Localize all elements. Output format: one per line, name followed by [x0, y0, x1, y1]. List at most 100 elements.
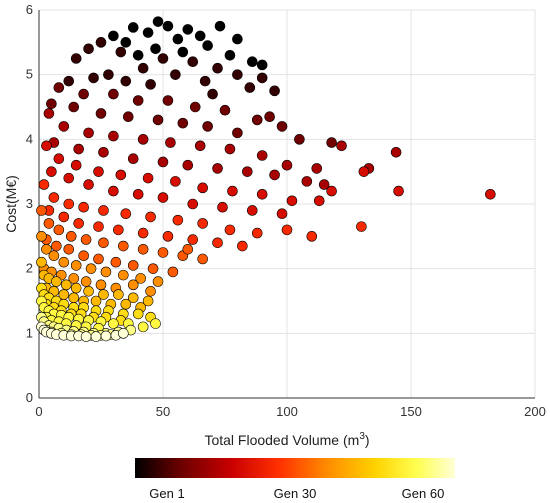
data-point	[132, 189, 144, 200]
data-point	[242, 166, 253, 177]
data-point	[152, 16, 164, 27]
data-point	[127, 260, 139, 271]
data-point	[70, 159, 82, 171]
data-point	[127, 153, 139, 165]
data-point	[202, 121, 213, 132]
data-point	[152, 114, 164, 126]
data-point	[70, 53, 82, 64]
data-point	[142, 172, 154, 184]
data-point	[145, 285, 156, 297]
data-point	[212, 237, 223, 249]
data-point	[237, 240, 248, 252]
data-point	[53, 153, 65, 165]
data-point	[73, 143, 84, 155]
data-point	[108, 185, 119, 197]
data-point	[83, 179, 94, 190]
data-point	[311, 163, 323, 174]
data-point	[145, 211, 156, 223]
data-point	[170, 176, 181, 187]
axes	[38, 10, 535, 399]
data-point	[356, 221, 367, 232]
data-point	[83, 285, 94, 297]
data-point	[38, 179, 50, 190]
data-point	[43, 108, 55, 119]
data-point	[358, 166, 370, 177]
data-point	[85, 263, 97, 274]
data-point	[281, 159, 293, 171]
colorbar-label: Gen 1	[149, 486, 184, 501]
data-point	[132, 95, 144, 106]
data-point	[256, 59, 268, 71]
data-point	[165, 137, 176, 148]
data-point	[53, 224, 65, 236]
data-point	[142, 27, 154, 38]
data-point	[98, 289, 109, 300]
data-point	[224, 49, 236, 61]
data-point	[172, 214, 184, 226]
data-point	[269, 85, 280, 97]
data-point	[113, 289, 124, 300]
data-point	[120, 298, 132, 310]
data-point	[162, 95, 174, 106]
data-point	[95, 108, 107, 119]
data-point	[70, 260, 82, 271]
data-point	[214, 20, 226, 32]
data-point	[212, 62, 223, 74]
data-point	[46, 166, 57, 177]
data-point	[80, 276, 92, 287]
data-points	[36, 16, 496, 342]
data-point	[137, 227, 149, 239]
data-point	[127, 292, 139, 304]
data-point	[36, 231, 47, 242]
data-point	[108, 30, 119, 42]
data-point	[167, 266, 179, 278]
data-point	[93, 253, 104, 265]
data-point	[132, 308, 144, 320]
data-point	[251, 114, 263, 126]
data-point	[232, 33, 243, 45]
data-point	[294, 134, 305, 145]
x-tick-label: 50	[156, 404, 170, 419]
data-point	[162, 20, 174, 32]
data-point	[197, 218, 208, 229]
x-axis-title-close: )	[365, 432, 370, 448]
data-point	[108, 318, 119, 329]
data-point	[43, 218, 55, 229]
data-point	[98, 237, 109, 249]
data-point	[73, 218, 84, 229]
data-point	[276, 208, 288, 219]
y-tick-label: 0	[26, 390, 33, 405]
data-point	[88, 72, 99, 84]
data-point	[36, 256, 47, 268]
data-point	[108, 130, 119, 142]
colorbar	[135, 458, 455, 478]
data-point	[182, 243, 194, 255]
data-point	[157, 192, 169, 203]
data-point	[53, 82, 65, 93]
x-tick-label: 100	[276, 404, 298, 419]
data-point	[100, 266, 112, 278]
data-point	[170, 69, 181, 80]
data-point	[212, 163, 223, 174]
data-point	[182, 159, 194, 171]
data-point	[120, 37, 132, 48]
x-tick-label: 0	[35, 404, 42, 419]
data-point	[127, 279, 139, 291]
data-point	[336, 140, 347, 152]
data-point	[58, 256, 70, 268]
data-point	[142, 295, 154, 307]
data-point	[264, 111, 275, 122]
data-point	[232, 127, 243, 139]
data-point	[147, 263, 159, 274]
data-point	[150, 43, 161, 55]
data-point	[286, 195, 298, 207]
data-point	[100, 330, 112, 342]
data-point	[95, 279, 107, 291]
data-point	[177, 117, 189, 129]
data-point	[98, 205, 109, 216]
data-point	[326, 137, 337, 148]
data-point	[51, 276, 62, 287]
data-point	[152, 276, 164, 287]
data-point	[157, 156, 169, 168]
data-point	[150, 318, 161, 329]
